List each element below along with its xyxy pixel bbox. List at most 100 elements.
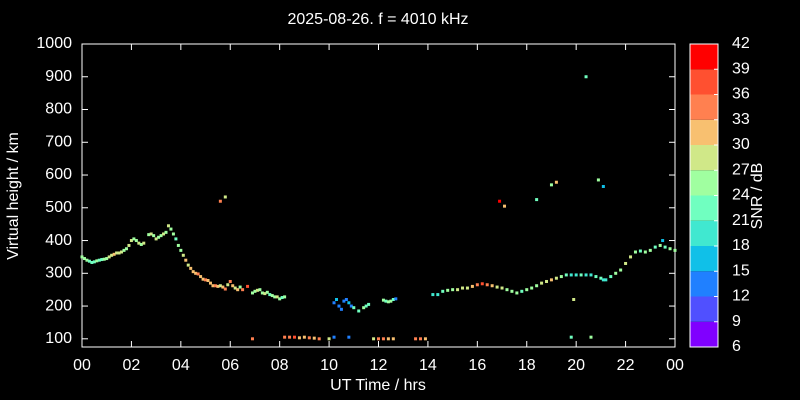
colorbar-label: SNR / dB bbox=[749, 163, 766, 230]
x-tick-label: 04 bbox=[172, 357, 190, 374]
data-point bbox=[344, 298, 348, 302]
colorbar-segment bbox=[690, 69, 718, 95]
colorbar-segment bbox=[690, 44, 718, 70]
data-point bbox=[223, 195, 227, 199]
data-point bbox=[204, 278, 208, 282]
data-point bbox=[327, 337, 331, 341]
x-tick-label: 08 bbox=[271, 357, 289, 374]
colorbar-tick-label: 36 bbox=[732, 86, 750, 103]
data-point bbox=[347, 301, 351, 305]
data-point bbox=[515, 291, 519, 295]
data-point bbox=[381, 337, 385, 341]
data-point bbox=[663, 245, 667, 249]
data-point bbox=[569, 335, 573, 339]
colorbar-tick-label: 9 bbox=[732, 313, 741, 330]
data-point bbox=[347, 335, 351, 339]
x-tick-label: 18 bbox=[518, 357, 536, 374]
data-point bbox=[643, 250, 647, 254]
data-point bbox=[559, 275, 563, 279]
x-tick-label: 06 bbox=[221, 357, 239, 374]
chart-title: 2025-08-26. f = 4010 kHz bbox=[287, 11, 468, 28]
data-point bbox=[206, 279, 210, 283]
data-point bbox=[451, 288, 455, 292]
colorbar-segment bbox=[690, 145, 718, 171]
data-point bbox=[250, 337, 254, 341]
data-point bbox=[604, 278, 608, 282]
colorbar-tick-label: 30 bbox=[732, 136, 750, 153]
data-point bbox=[485, 283, 489, 287]
data-point bbox=[275, 295, 279, 299]
data-point bbox=[218, 284, 222, 288]
data-point bbox=[357, 309, 361, 313]
data-point bbox=[179, 248, 183, 252]
data-point bbox=[250, 291, 254, 295]
data-point bbox=[332, 335, 336, 339]
data-point bbox=[503, 204, 507, 208]
data-point bbox=[189, 266, 193, 270]
data-point bbox=[307, 336, 311, 340]
data-point bbox=[270, 294, 274, 298]
data-point bbox=[208, 281, 212, 285]
x-tick-label: 20 bbox=[567, 357, 585, 374]
data-point bbox=[263, 292, 267, 296]
data-point bbox=[352, 306, 356, 310]
data-point bbox=[149, 232, 153, 236]
data-point bbox=[181, 253, 185, 257]
data-point bbox=[255, 288, 259, 292]
data-point bbox=[614, 271, 618, 275]
colorbar-tick-label: 6 bbox=[732, 338, 741, 355]
data-point bbox=[194, 271, 198, 275]
data-point bbox=[381, 298, 385, 302]
data-point bbox=[339, 307, 343, 311]
data-point bbox=[648, 248, 652, 252]
data-point bbox=[456, 288, 460, 292]
data-point bbox=[132, 237, 136, 241]
colorbar-tick-label: 18 bbox=[732, 237, 750, 254]
data-point bbox=[505, 288, 509, 292]
y-tick-label: 200 bbox=[45, 297, 72, 314]
colorbar-segment bbox=[690, 321, 718, 347]
x-tick-label: 00 bbox=[666, 357, 684, 374]
colorbar-tick-label: 21 bbox=[732, 212, 750, 229]
data-point bbox=[139, 242, 143, 246]
y-tick-label: 700 bbox=[45, 133, 72, 150]
data-point bbox=[594, 275, 598, 279]
data-point bbox=[129, 239, 133, 243]
y-tick-label: 100 bbox=[45, 330, 72, 347]
x-tick-label: 14 bbox=[419, 357, 437, 374]
data-point bbox=[142, 241, 146, 245]
data-point bbox=[475, 283, 479, 287]
data-point bbox=[137, 241, 141, 245]
data-point bbox=[661, 239, 665, 243]
data-point bbox=[629, 255, 633, 259]
colorbar-segment bbox=[690, 170, 718, 196]
data-point bbox=[124, 247, 128, 251]
colorbar-segment bbox=[690, 296, 718, 322]
data-point bbox=[184, 258, 188, 262]
data-point bbox=[545, 279, 549, 283]
data-point bbox=[549, 183, 553, 187]
data-point bbox=[260, 291, 264, 295]
data-point bbox=[386, 337, 390, 341]
data-point bbox=[549, 278, 553, 282]
data-point bbox=[196, 272, 200, 276]
x-tick-label: 16 bbox=[468, 357, 486, 374]
data-point bbox=[312, 336, 316, 340]
data-point bbox=[253, 289, 257, 293]
data-point bbox=[436, 293, 440, 297]
colorbar-segment bbox=[690, 94, 718, 120]
colorbar-tick-label: 24 bbox=[732, 187, 750, 204]
y-tick-label: 900 bbox=[45, 68, 72, 85]
data-point bbox=[258, 288, 262, 292]
data-point bbox=[302, 335, 306, 339]
data-point bbox=[157, 235, 161, 239]
data-point bbox=[658, 243, 662, 247]
data-point bbox=[419, 337, 423, 341]
data-point bbox=[90, 260, 94, 264]
data-point bbox=[107, 255, 111, 259]
data-point bbox=[572, 298, 576, 302]
data-point bbox=[372, 337, 376, 341]
data-point bbox=[520, 289, 524, 293]
colorbar-tick-label: 33 bbox=[732, 111, 750, 128]
data-point bbox=[673, 248, 677, 252]
